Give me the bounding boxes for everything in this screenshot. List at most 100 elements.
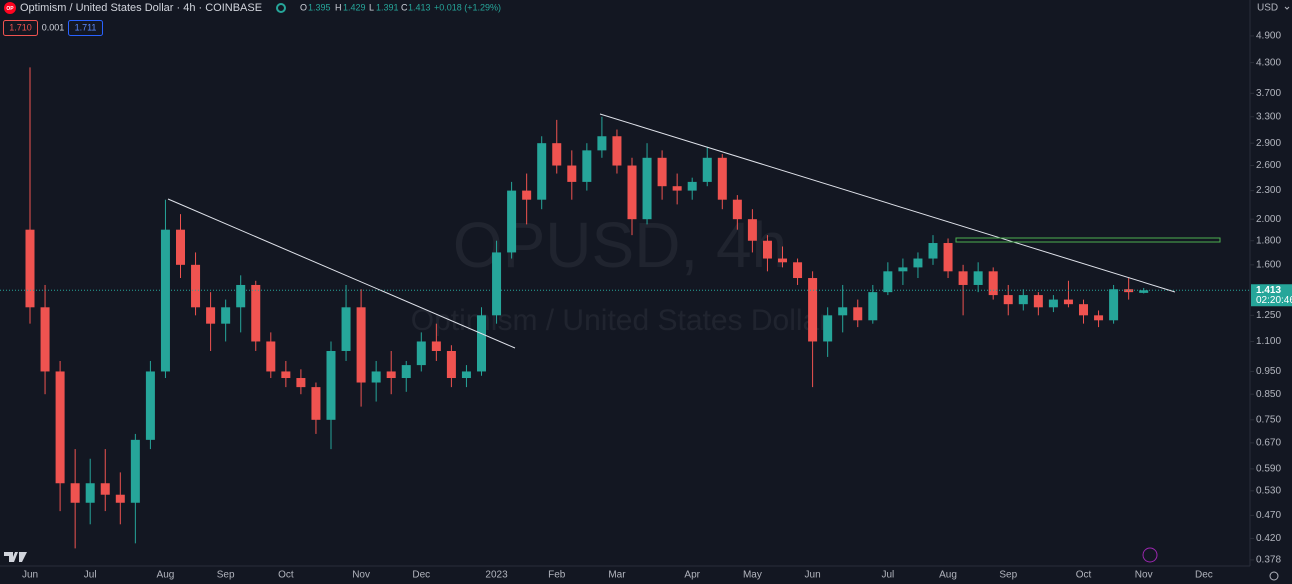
y-tick-label: 2.900	[1256, 138, 1281, 149]
ohlc-value: 1.429	[343, 2, 366, 12]
candle-body	[1048, 299, 1058, 308]
ohlc-legend: O 1.395 H 1.429 L 1.391 C 1.413 +0.018 (…	[300, 2, 501, 12]
y-tick-label: 0.670	[1256, 438, 1281, 449]
candle-body	[883, 271, 893, 293]
candle-body	[913, 258, 923, 268]
candle-body	[130, 439, 140, 503]
watermark-subtitle: Optimism / United States Dollar	[411, 304, 829, 337]
candle-body	[160, 229, 170, 372]
tv-logo[interactable]	[4, 552, 27, 562]
candle-body	[446, 350, 456, 379]
y-tick-label: 3.300	[1256, 111, 1281, 122]
candle-body	[386, 371, 396, 379]
y-tick-label: 1.250	[1256, 310, 1281, 321]
dropdown-arrow[interactable]	[1284, 6, 1290, 10]
candle-body	[522, 190, 532, 200]
trend-line[interactable]	[599, 113, 1176, 293]
candle-body	[507, 190, 517, 253]
countdown-label: 02:20:46	[1256, 295, 1292, 306]
symbol-logo[interactable]	[4, 2, 16, 14]
x-tick-label: Nov	[1135, 570, 1153, 581]
candle-body	[356, 307, 366, 383]
x-tick-label: Oct	[278, 570, 294, 581]
sell-price: 1.710	[9, 22, 32, 32]
spread: 0.001	[42, 22, 65, 32]
candle-body	[477, 315, 486, 372]
candle-body	[793, 262, 803, 279]
zone-rectangle[interactable]	[955, 237, 1221, 243]
buy-price: 1.711	[75, 22, 97, 32]
candle-body	[958, 271, 968, 285]
x-tick-label: Sep	[217, 570, 235, 581]
candle-body	[1063, 299, 1073, 305]
y-tick-label: 1.800	[1256, 235, 1281, 246]
candle-body	[582, 150, 592, 182]
candle-body	[762, 240, 772, 259]
sell-button[interactable]	[3, 20, 38, 36]
candle-body	[1094, 315, 1104, 321]
candle-body	[1018, 295, 1028, 305]
candle-body	[853, 307, 863, 321]
candle-body	[266, 341, 276, 372]
currency-selector[interactable]: USD	[1257, 3, 1278, 14]
ohlc-value: 1.395	[308, 2, 331, 12]
candle-body	[281, 371, 291, 379]
y-tick-label: 0.470	[1256, 510, 1281, 521]
candle-body	[552, 143, 562, 166]
symbol-title[interactable]: Optimism / United States Dollar · 4h · C…	[20, 2, 262, 14]
candle-body	[341, 307, 351, 351]
candle-body	[928, 243, 938, 259]
alert-icon[interactable]	[1142, 547, 1158, 563]
candle-body	[672, 186, 682, 191]
status-dot	[276, 3, 286, 13]
candle-body	[311, 387, 321, 420]
candle-body	[702, 157, 712, 182]
candle-body	[461, 371, 471, 379]
candle-body	[40, 307, 50, 372]
ohlc-value: 1.391	[376, 2, 399, 12]
y-tick-label: 2.300	[1256, 185, 1281, 196]
x-tick-label: Aug	[939, 570, 957, 581]
ohlc-key: H	[335, 2, 342, 12]
candle-body	[1139, 290, 1149, 293]
ohlc-key: L	[369, 2, 374, 12]
candle-body	[416, 341, 426, 366]
last-price-box	[1251, 284, 1292, 307]
ohlc-change: +0.018 (+1.29%)	[434, 2, 501, 12]
candle-body	[732, 199, 742, 220]
ohlc-value: 1.413	[408, 2, 431, 12]
trend-line[interactable]	[167, 198, 516, 349]
y-tick-label: 2.600	[1256, 160, 1281, 171]
x-tick-label: Nov	[352, 570, 370, 581]
x-tick-label: Oct	[1076, 570, 1092, 581]
settings-icon[interactable]	[1269, 571, 1279, 581]
y-tick-label: 0.378	[1256, 555, 1281, 566]
candle-body	[296, 378, 306, 388]
candle-body	[898, 267, 908, 272]
y-tick-label: 2.000	[1256, 214, 1281, 225]
x-tick-label: 2023	[485, 570, 508, 581]
candle-body	[25, 229, 35, 308]
candle-body	[100, 483, 110, 495]
plot	[0, 67, 1250, 549]
candle-body	[1079, 304, 1088, 316]
candle-body	[1033, 295, 1043, 308]
candle-body	[326, 350, 336, 420]
y-tick-label: 1.600	[1256, 259, 1281, 270]
buy-button[interactable]	[68, 20, 103, 36]
candle-body	[597, 136, 607, 151]
x-tick-label: Jun	[22, 570, 38, 581]
y-tick-label: 4.300	[1256, 57, 1281, 68]
candle-body	[943, 243, 953, 272]
candle-body	[567, 165, 577, 182]
candle-body	[988, 271, 998, 296]
candle-body	[823, 315, 833, 342]
x-tick-label: Jun	[805, 570, 821, 581]
logo-text: OP	[6, 6, 14, 12]
candle-body	[221, 307, 231, 324]
candle-body	[115, 494, 125, 503]
y-tick-label: 0.850	[1256, 389, 1281, 400]
y-tick-label: 3.700	[1256, 88, 1281, 99]
